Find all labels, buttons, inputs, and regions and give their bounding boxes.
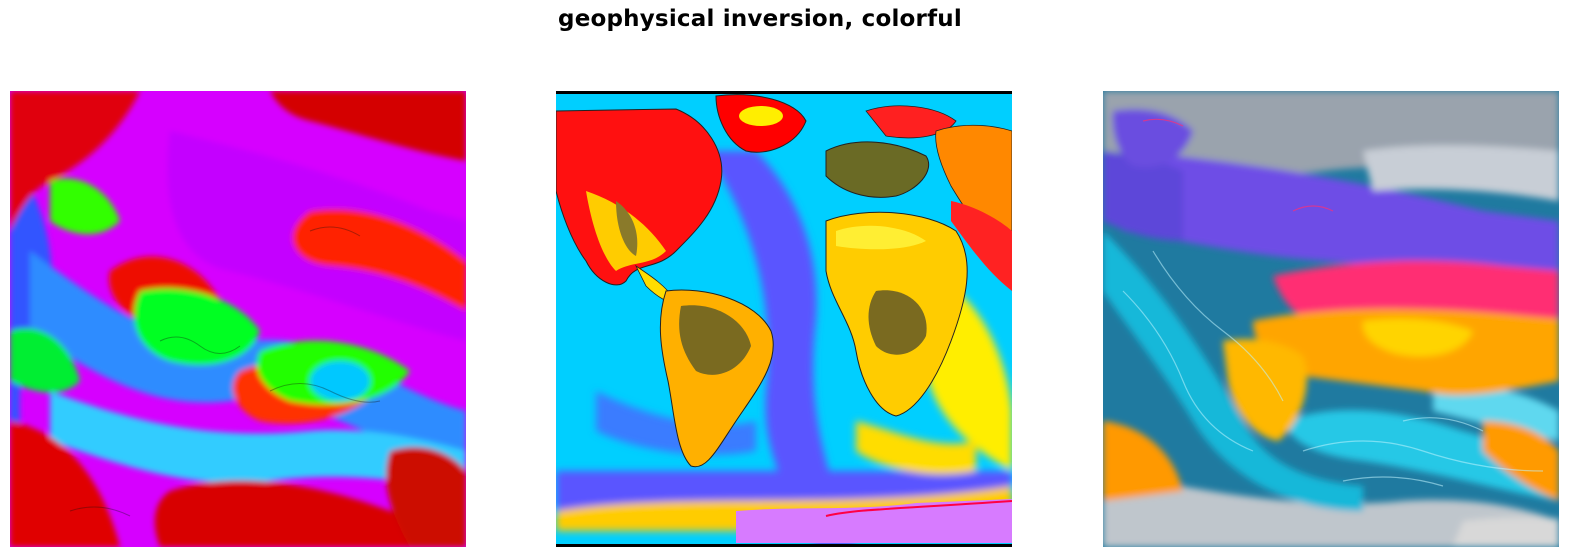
world-map-image bbox=[556, 91, 1012, 547]
world-map-image bbox=[1103, 91, 1559, 547]
figure-title: geophysical inversion, colorful bbox=[558, 6, 962, 32]
abstract-swirl-image bbox=[10, 91, 466, 547]
